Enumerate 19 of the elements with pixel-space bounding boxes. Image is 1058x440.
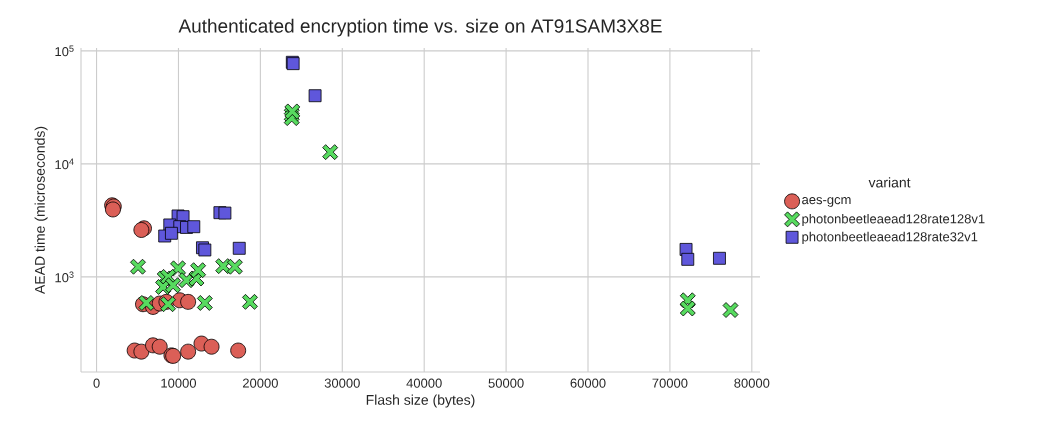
x-tick-label: 80000 xyxy=(734,378,770,388)
x-tick-label: 10000 xyxy=(161,378,197,388)
legend-label: photonbeetleaead128rate32v1 xyxy=(802,231,978,244)
x-tick-label: 60000 xyxy=(570,378,606,388)
legend-label: aes-gcm xyxy=(802,197,851,207)
x-tick-label: 70000 xyxy=(652,378,688,388)
x-tick-label: 20000 xyxy=(242,378,278,388)
x-tick-label: 0 xyxy=(93,378,100,388)
chart-title: Authenticated encryption time vs. size on AT91SAM3X8E xyxy=(178,18,662,37)
legend-title: variant xyxy=(868,177,911,188)
x-axis-title: Flash size (bytes) xyxy=(366,394,475,408)
y-axis-title: AEAD time (microseconds) xyxy=(34,126,48,294)
x-tick-label: 30000 xyxy=(324,378,360,388)
x-tick-label: 50000 xyxy=(488,378,524,388)
y-tick-label: 10$^{4}$ xyxy=(55,158,74,170)
y-tick-label: 10$^{5}$ xyxy=(55,45,74,57)
legend-label: photonbeetleaead128rate128v1 xyxy=(802,213,985,227)
y-tick-label: 10$^{3}$ xyxy=(55,271,74,283)
x-tick-label: 40000 xyxy=(406,378,442,388)
